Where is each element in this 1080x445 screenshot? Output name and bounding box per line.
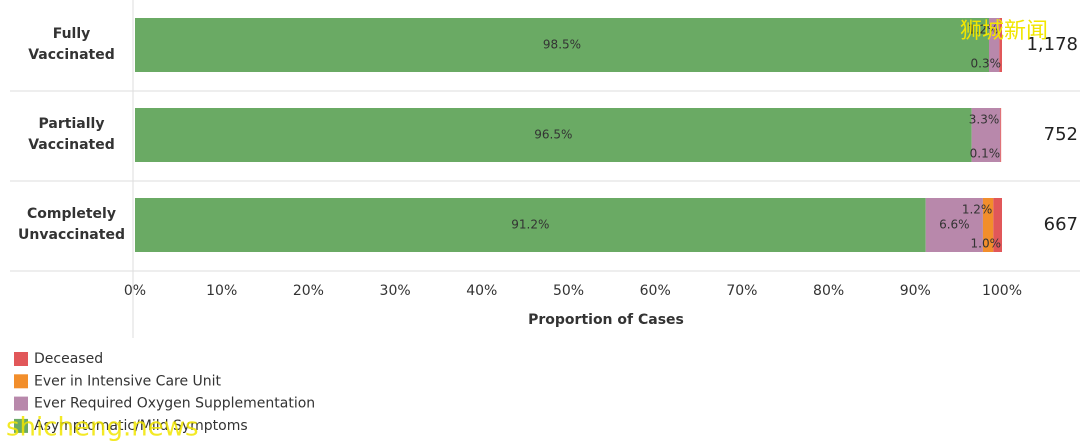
bar-segment: [1000, 108, 1002, 162]
bar-segment: [971, 108, 1001, 162]
value-label: 6.6%: [939, 218, 970, 232]
category-label: Completely Unvaccinated: [18, 206, 125, 243]
x-tick-label: 0%: [124, 283, 146, 299]
category-label: Partially Vaccinated: [28, 116, 115, 153]
watermark: 狮城新闻: [960, 19, 1048, 44]
value-label: 98.5%: [543, 38, 581, 52]
x-tick-label: 90%: [900, 283, 931, 299]
x-tick-label: 20%: [293, 283, 324, 299]
x-tick-label: 50%: [553, 283, 584, 299]
x-tick-label: 80%: [813, 283, 844, 299]
legend-label: Ever Required Oxygen Supplementation: [34, 396, 315, 412]
bar-segment: [982, 198, 994, 252]
bar-segment: [988, 18, 1000, 72]
value-label: 1.2%: [962, 203, 993, 217]
bar-segment: [925, 198, 983, 252]
x-axis-label: Proportion of Cases: [528, 312, 684, 328]
total-label: 1,178: [1026, 34, 1078, 55]
value-label: 1.2%: [968, 23, 999, 37]
value-label: 0.1%: [970, 147, 1001, 161]
value-label: 96.5%: [534, 128, 572, 142]
legend-label: Deceased: [34, 351, 103, 367]
bar-segment: [999, 18, 1002, 72]
total-label: 752: [1044, 124, 1078, 145]
value-label: 3.3%: [969, 113, 1000, 127]
x-tick-label: 10%: [206, 283, 237, 299]
watermark-url: shicheng.news: [6, 413, 199, 443]
x-tick-label: 40%: [466, 283, 497, 299]
legend-swatch: [14, 352, 28, 366]
bar-segment: [993, 198, 1002, 252]
x-tick-label: 100%: [982, 283, 1022, 299]
legend-swatch: [14, 418, 28, 433]
legend-swatch: [14, 374, 28, 389]
category-label: Fully Vaccinated: [28, 26, 115, 63]
legend-swatch: [14, 396, 28, 411]
x-tick-label: 30%: [380, 283, 411, 299]
x-tick-label: 60%: [640, 283, 671, 299]
value-label: 91.2%: [511, 218, 549, 232]
legend-label: Ever in Intensive Care Unit: [34, 373, 222, 389]
bar-segment: [135, 18, 989, 72]
legend-label: Asymptomatic/Mild Symptoms: [34, 418, 248, 434]
value-label: 0.3%: [971, 57, 1002, 71]
bar-segment: [135, 108, 972, 162]
x-tick-label: 70%: [726, 283, 757, 299]
bar-segment: [135, 198, 926, 252]
value-label: 1.0%: [971, 237, 1002, 251]
total-label: 667: [1044, 214, 1078, 235]
